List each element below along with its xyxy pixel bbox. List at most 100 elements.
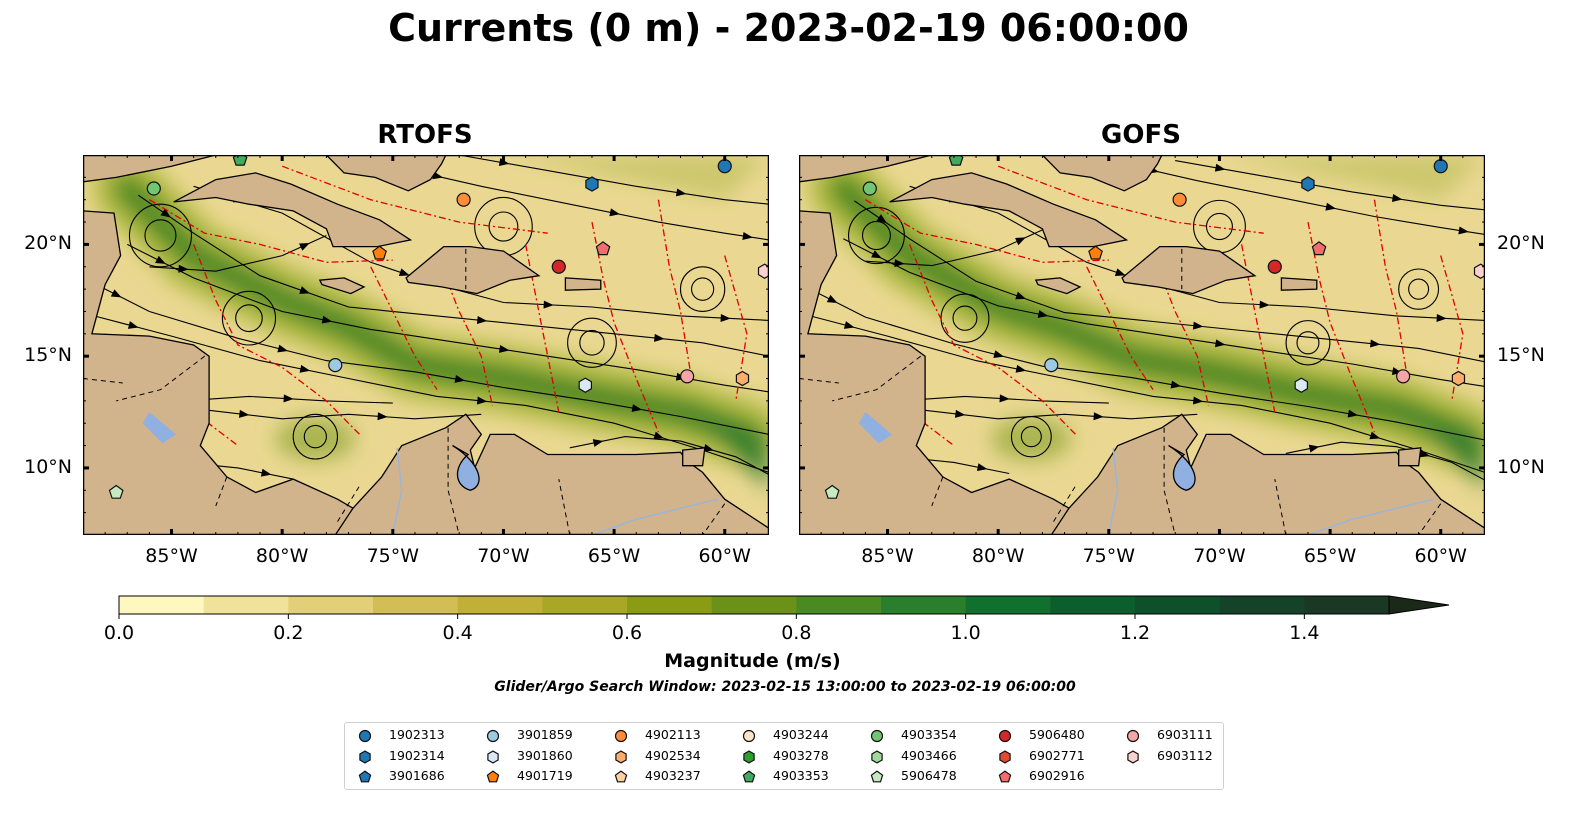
legend-marker (1127, 749, 1139, 764)
legend-label: 4903466 (901, 747, 957, 763)
hispaniola-land (405, 245, 541, 295)
lat-tick-label-right: 10°N (1497, 455, 1545, 478)
figure-title: Currents (0 m) - 2023-02-19 06:00:00 (388, 6, 1189, 50)
colorbar-label: Magnitude (m/s) (664, 650, 841, 672)
colorbar-tick-label: 0.8 (781, 622, 812, 644)
puerto-rico-land (1280, 277, 1318, 291)
legend-marker (742, 729, 756, 743)
legend-label: 4903237 (645, 768, 701, 783)
float-legend: 1902313 1902314 3901686 3901859 3901860 49017… (344, 722, 1224, 790)
panel-title-gofs: GOFS (1101, 120, 1181, 150)
legend-marker (486, 729, 500, 743)
lat-tick-label-right: 15°N (1497, 344, 1545, 367)
float-marker (680, 369, 695, 384)
legend-label: 6902916 (1029, 768, 1085, 783)
land-masses (83, 155, 769, 535)
legend-marker (871, 749, 883, 764)
legend-marker (998, 770, 1012, 783)
south-america-land (1050, 413, 1485, 535)
float-markers (824, 155, 1485, 499)
colorbar-tick-label: 0.0 (103, 622, 135, 644)
country-borders (799, 248, 1442, 535)
legend-label: 4901719 (517, 768, 573, 783)
map-gofs (799, 155, 1485, 535)
legend-label: 3901686 (389, 768, 445, 783)
lat-tick-label-left: 10°N (24, 455, 72, 478)
legend-label: 6902771 (1029, 747, 1085, 763)
map-frame (83, 155, 769, 535)
float-marker (146, 181, 161, 196)
yucatan-florida-land (799, 155, 932, 183)
float-marker (1396, 369, 1411, 384)
lon-tick-label: 60°W (698, 545, 751, 567)
float-marker (551, 259, 566, 274)
float-marker (824, 484, 840, 499)
colorbar-tick-label: 1.2 (1119, 622, 1151, 644)
colorbar-tick-label: 0.4 (442, 622, 473, 644)
legend-marker (358, 770, 372, 783)
lake-nicaragua (858, 412, 892, 444)
lon-tick-label: 85°W (145, 545, 198, 567)
colorbar-tick-label: 0.6 (611, 622, 643, 644)
legend-marker (486, 770, 500, 783)
colorbar-segment (1304, 596, 1390, 614)
float-marker (328, 358, 343, 373)
colorbar-segment (288, 596, 374, 614)
bahamas-land (325, 155, 447, 192)
rivers (392, 447, 719, 535)
lon-tick-label: 70°W (477, 545, 530, 567)
float-marker (1294, 377, 1308, 393)
legend-label: 1902314 (389, 747, 445, 763)
yucatan-florida-land (83, 155, 216, 183)
legend-label: 3901859 (517, 727, 573, 742)
hispaniola-land (1121, 245, 1257, 295)
legend-label: 6903112 (1157, 747, 1213, 763)
float-marker (578, 377, 592, 393)
legend-label: 4903278 (773, 747, 829, 763)
legend-marker (999, 749, 1011, 764)
float-markers (108, 155, 769, 499)
search-window-caption: Glider/Argo Search Window: 2023-02-15 13… (494, 679, 1076, 695)
rivers (1108, 447, 1435, 535)
float-marker (595, 241, 611, 256)
legend-marker (358, 729, 372, 743)
lake-maracaibo (452, 445, 480, 491)
map-rtofs (83, 155, 769, 535)
colorbar-segment (1050, 596, 1136, 614)
land-masses (799, 155, 1485, 535)
legend-marker (487, 749, 499, 764)
lon-tick-label: 80°W (971, 545, 1025, 567)
colorbar-segment (457, 596, 543, 614)
lat-tick-label-right: 20°N (1497, 232, 1545, 255)
legend-label: 1902313 (389, 727, 445, 742)
legend-marker (614, 729, 628, 743)
lon-tick-label: 70°W (1193, 545, 1246, 567)
lake-nicaragua (142, 412, 176, 444)
colorbar-segment (965, 596, 1051, 614)
legend-marker (1126, 729, 1140, 743)
trinidad-land (682, 447, 706, 467)
float-marker (1267, 259, 1282, 274)
map-frame (799, 155, 1485, 535)
lon-tick-label: 65°W (1303, 545, 1357, 567)
bahamas-land (1041, 155, 1163, 192)
float-marker (1311, 241, 1327, 256)
colorbar-segment (373, 596, 459, 614)
lon-tick-label: 80°W (255, 545, 309, 567)
colorbar-extend-arrow (1388, 595, 1450, 615)
legend-marker (359, 749, 371, 764)
colorbar-tick-label: 0.2 (273, 622, 304, 644)
colorbar-segment (796, 596, 882, 614)
float-marker (585, 176, 599, 192)
legend-label: 5906480 (1029, 727, 1085, 742)
legend-marker (742, 770, 756, 783)
colorbar-segment (119, 596, 205, 614)
float-marker (456, 192, 471, 207)
panel-title-rtofs: RTOFS (377, 120, 473, 150)
float-marker (948, 155, 964, 166)
legend-label: 3901860 (517, 747, 573, 763)
legend-label: 5906478 (901, 768, 957, 783)
legend-label: 4903244 (773, 727, 829, 742)
float-marker (1473, 263, 1485, 279)
lon-tick-label: 60°W (1414, 545, 1467, 567)
